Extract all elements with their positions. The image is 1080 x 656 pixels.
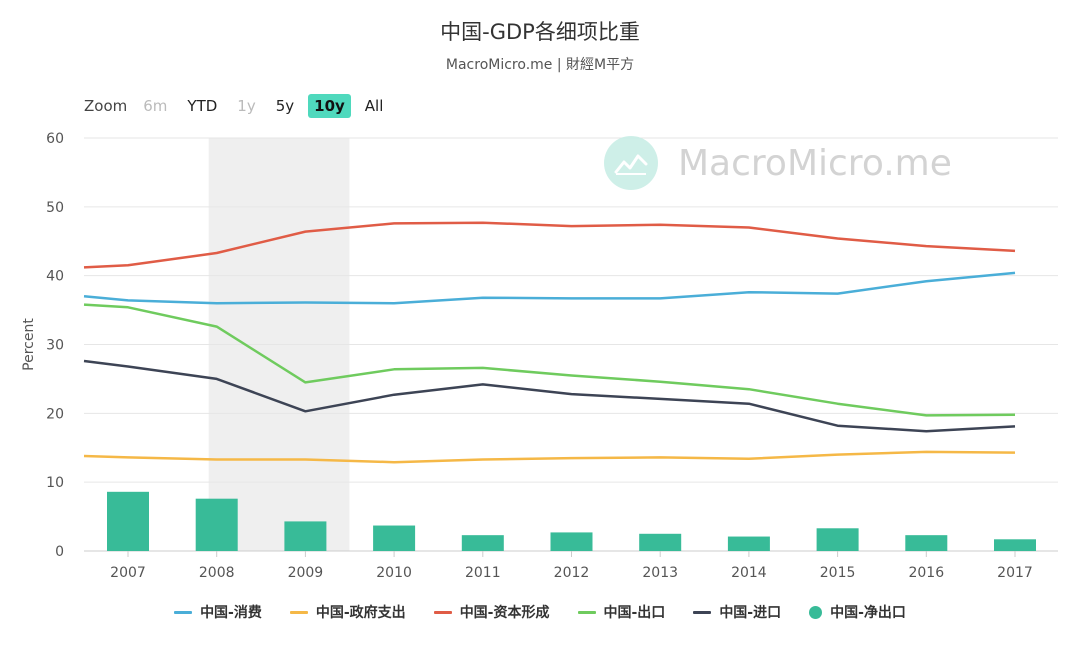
zoom-1y-button: 1y: [237, 97, 256, 115]
y-tick-label: 30: [46, 338, 64, 354]
y-tick-label: 50: [46, 200, 64, 216]
watermark: MacroMicro.me: [604, 136, 952, 190]
bar-2007: [107, 491, 149, 551]
legend-item-2[interactable]: 中国-资本形成: [433, 602, 550, 622]
chart-line-icon: [604, 136, 658, 190]
legend-label: 中国-出口: [603, 605, 666, 621]
bar-2016: [905, 535, 948, 551]
legend-label: 中国-政府支出: [315, 605, 406, 621]
bar-2011: [461, 535, 504, 551]
legend-item-3[interactable]: 中国-出口: [577, 602, 666, 622]
x-tick-label: 2009: [288, 565, 324, 581]
chart-plot: 0 10 20 30 40 50 60 Percent 2007 2008 2009 2010 2011…: [21, 131, 1058, 581]
x-tick-label: 2007: [110, 565, 146, 581]
legend-label: 中国-资本形成: [459, 605, 550, 621]
zoom-10y-button[interactable]: 10y: [308, 94, 351, 118]
y-tick-label: 0: [55, 544, 64, 560]
x-tick-label: 2016: [908, 565, 944, 581]
legend-item-5[interactable]: 中国-净出口: [809, 602, 906, 622]
legend-swatch: [433, 610, 452, 614]
bar-2009: [284, 521, 327, 551]
bar-2012: [550, 532, 593, 551]
bar-2013: [639, 533, 682, 551]
zoom-bar: Zoom 6m YTD 1y 5y 10y All: [84, 92, 397, 120]
bar-2014: [727, 536, 770, 551]
x-tick-label: 2015: [820, 565, 856, 581]
x-tick-label: 2010: [376, 565, 412, 581]
series-line-2: [83, 221, 1016, 269]
zoom-6m-button: 6m: [143, 97, 168, 115]
legend-swatch: [577, 610, 596, 614]
zoom-5y-button[interactable]: 5y: [275, 97, 295, 115]
x-tick-label: 2014: [731, 565, 767, 581]
y-tick-label: 40: [46, 269, 64, 285]
legend-swatch: [174, 610, 193, 614]
bar-2010: [373, 525, 416, 551]
legend-swatch: [693, 610, 712, 614]
zoom-all-button[interactable]: All: [364, 97, 384, 115]
legend-item-0[interactable]: 中国-消费: [174, 602, 262, 622]
series-line-1: [83, 450, 1016, 464]
bar-2008: [195, 498, 238, 551]
y-tick-label: 60: [46, 131, 64, 147]
legend-swatch: [809, 605, 823, 619]
series-line-3: [83, 303, 1016, 417]
bar-2015: [816, 528, 859, 551]
x-tick-label: 2013: [642, 565, 678, 581]
x-tick-label: 2012: [554, 565, 590, 581]
zoom-ytd-button[interactable]: YTD: [187, 97, 218, 115]
bar-2017: [994, 539, 1036, 551]
chart-legend: 中国-消费 中国-政府支出 中国-资本形成 中国-出口 中国-进口 中国-净出口: [0, 602, 1080, 622]
chart-title: 中国-GDP各细项比重: [440, 20, 640, 44]
x-tick-label: 2011: [465, 565, 501, 581]
x-tick-label: 2017: [997, 565, 1033, 581]
chart-subtitle: MacroMicro.me | 財經M平方: [445, 57, 635, 73]
legend-item-4[interactable]: 中国-进口: [693, 602, 781, 622]
x-tick-label: 2008: [199, 565, 235, 581]
y-tick-label: 10: [46, 475, 64, 491]
y-tick-label: 20: [46, 406, 64, 422]
series-line-4: [83, 359, 1016, 433]
legend-swatch: [289, 610, 308, 614]
legend-label: 中国-净出口: [830, 605, 906, 621]
legend-item-1[interactable]: 中国-政府支出: [289, 602, 406, 622]
legend-label: 中国-消费: [200, 605, 262, 621]
series-line-0: [83, 271, 1016, 305]
y-axis-title: Percent: [21, 318, 37, 371]
watermark-text: MacroMicro.me: [678, 142, 952, 184]
zoom-label: Zoom: [84, 97, 128, 115]
legend-label: 中国-进口: [719, 605, 782, 621]
